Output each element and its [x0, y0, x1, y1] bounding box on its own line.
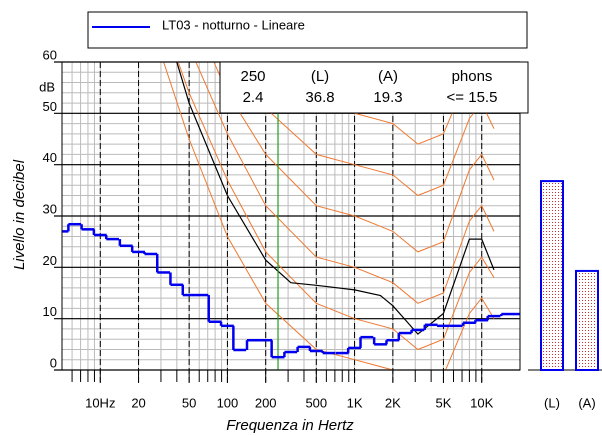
- loudness-contour: [236, 62, 495, 197]
- loudness-contour: [213, 62, 495, 253]
- info-header: 250: [240, 68, 265, 85]
- x-tick-label: 20: [131, 395, 145, 410]
- info-value: <= 15.5: [447, 89, 498, 106]
- legend-box: [87, 11, 528, 49]
- x-tick-label: 100: [217, 395, 239, 410]
- y-tick-label: 0: [50, 355, 57, 370]
- x-tick-label: 5K: [435, 395, 451, 410]
- y-axis-label: Livello in decibel: [11, 159, 28, 270]
- x-tick-label: 2K: [385, 395, 401, 410]
- threshold-curve: [176, 62, 495, 335]
- info-value: 2.4: [243, 89, 264, 106]
- info-header: (A): [378, 68, 398, 85]
- y-tick-label: 10: [43, 304, 57, 319]
- x-tick-label: 200: [255, 395, 277, 410]
- loudness-contour: [177, 62, 495, 351]
- x-tick-label: 50: [182, 395, 196, 410]
- y-tick-label: 50: [43, 99, 57, 114]
- x-tick-label: 10Hz: [85, 395, 115, 410]
- side-bar-label: (A): [578, 395, 595, 410]
- side-bar: [575, 269, 599, 371]
- x-tick-label: 500: [305, 395, 327, 410]
- info-box: [219, 61, 529, 114]
- side-bar-label: (L): [544, 395, 560, 410]
- y-tick-label: 60: [43, 47, 57, 62]
- y-tick-label: 40: [43, 150, 57, 165]
- x-tick-label: 10K: [470, 395, 493, 410]
- info-header: phons: [452, 68, 493, 85]
- loudness-contour: [195, 62, 495, 304]
- info-value: 19.3: [373, 89, 402, 106]
- x-axis-label: Frequenza in Hertz: [226, 417, 354, 434]
- info-value: 36.8: [305, 89, 334, 106]
- legend-label: LT03 - notturno - Lineare: [162, 17, 305, 32]
- info-header: (L): [311, 68, 329, 85]
- y-tick-label: 30: [43, 201, 57, 216]
- x-tick-label: 1K: [347, 395, 363, 410]
- loudness-contour: [163, 62, 495, 370]
- y-tick-label: 20: [43, 253, 57, 268]
- side-bar: [540, 180, 564, 371]
- y-unit: dB: [39, 79, 55, 94]
